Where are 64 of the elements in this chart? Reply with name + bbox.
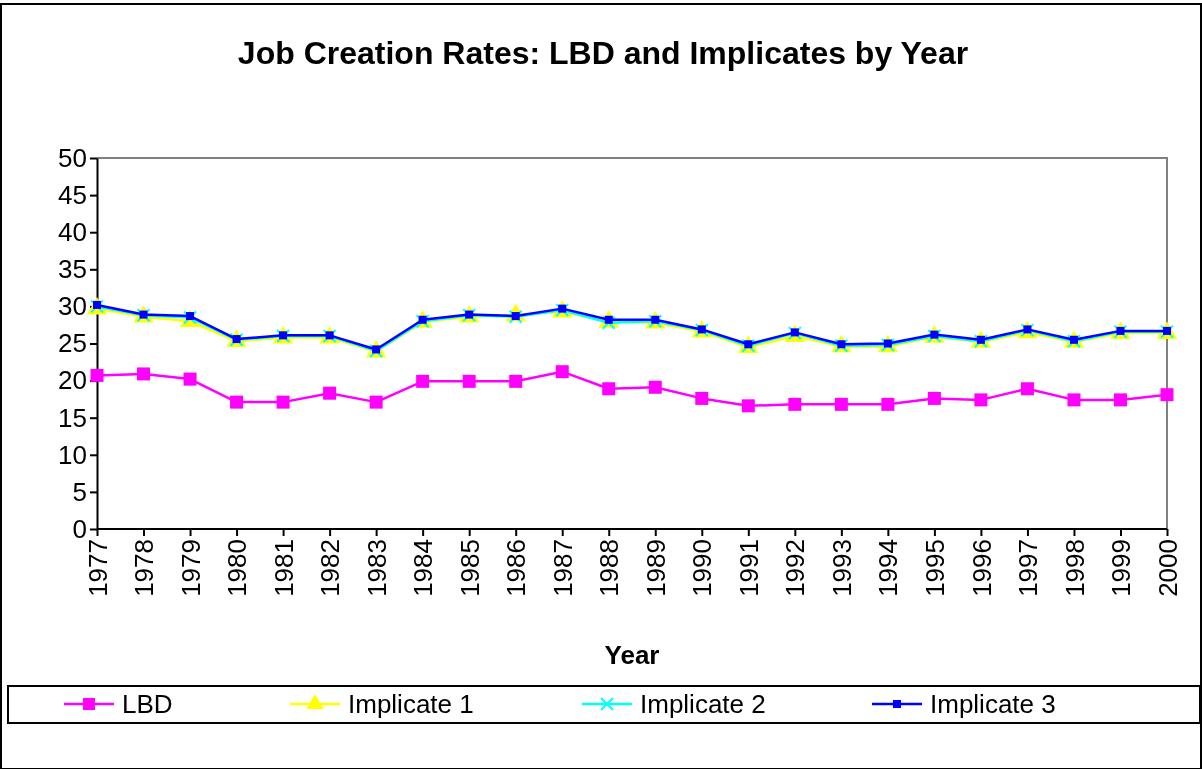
x-tick-label: 1999 xyxy=(1106,539,1137,597)
x-tick-label: 1983 xyxy=(361,539,392,597)
y-tick-label: 5 xyxy=(72,476,87,507)
legend-label: Implicate 1 xyxy=(348,689,474,720)
y-tick-label: 50 xyxy=(58,142,87,173)
point xyxy=(602,382,616,396)
point xyxy=(369,395,383,409)
point xyxy=(834,397,848,411)
x-tick-label: 1987 xyxy=(547,539,578,597)
point xyxy=(183,372,197,386)
x-axis-title: Year xyxy=(604,640,660,670)
y-tick-label: 35 xyxy=(58,254,87,285)
x-tick-label: 1998 xyxy=(1059,539,1090,597)
point xyxy=(462,374,476,388)
point xyxy=(695,391,709,405)
x-tick-label: 1986 xyxy=(501,539,532,597)
x-tick-label: 2000 xyxy=(1152,539,1183,597)
chart-title: Job Creation Rates: LBD and Implicates by Year xyxy=(237,35,969,71)
y-tick-label: 40 xyxy=(58,217,87,248)
y-tick-label: 45 xyxy=(58,179,87,210)
x-tick-label: 1980 xyxy=(222,539,253,597)
point xyxy=(509,374,523,388)
x-tick-label: 1993 xyxy=(826,539,857,597)
x-tick-label: 1982 xyxy=(315,539,346,597)
y-tick-label: 20 xyxy=(58,365,87,396)
x-tick-label: 1985 xyxy=(454,539,485,597)
x-tick-label: 1994 xyxy=(873,539,904,597)
x-tick-label: 1996 xyxy=(966,539,997,597)
y-tick-label: 25 xyxy=(58,328,87,359)
x-tick-label: 1984 xyxy=(408,539,439,597)
point xyxy=(974,393,988,407)
point xyxy=(1067,393,1081,407)
x-tick-label: 1981 xyxy=(268,539,299,597)
x-tick-label: 1991 xyxy=(733,539,764,597)
x-tick-label: 1995 xyxy=(919,539,950,597)
x-tick-label: 1978 xyxy=(129,539,160,597)
x-tick-label: 1989 xyxy=(640,539,671,597)
point xyxy=(881,397,895,411)
y-tick-label: 30 xyxy=(58,291,87,322)
point xyxy=(648,380,662,394)
x-tick-label: 1992 xyxy=(780,539,811,597)
point xyxy=(90,368,104,382)
x-tick-label: 1990 xyxy=(687,539,718,597)
point xyxy=(1113,393,1127,407)
y-tick-label: 15 xyxy=(58,402,87,433)
point xyxy=(741,399,755,413)
y-tick-label: 10 xyxy=(58,439,87,470)
legend-label: Implicate 3 xyxy=(930,689,1056,720)
point xyxy=(1160,388,1174,402)
point xyxy=(230,395,244,409)
point xyxy=(416,374,430,388)
point xyxy=(137,367,151,381)
point xyxy=(927,391,941,405)
x-tick-label: 1997 xyxy=(1013,539,1044,597)
x-tick-label: 1979 xyxy=(175,539,206,597)
point xyxy=(276,395,290,409)
legend-label: LBD xyxy=(122,689,173,720)
point xyxy=(788,397,802,411)
legend-label: Implicate 2 xyxy=(640,689,766,720)
x-tick-label: 1988 xyxy=(594,539,625,597)
point xyxy=(323,386,337,400)
point xyxy=(415,314,430,329)
point xyxy=(555,365,569,379)
point xyxy=(1020,382,1034,396)
